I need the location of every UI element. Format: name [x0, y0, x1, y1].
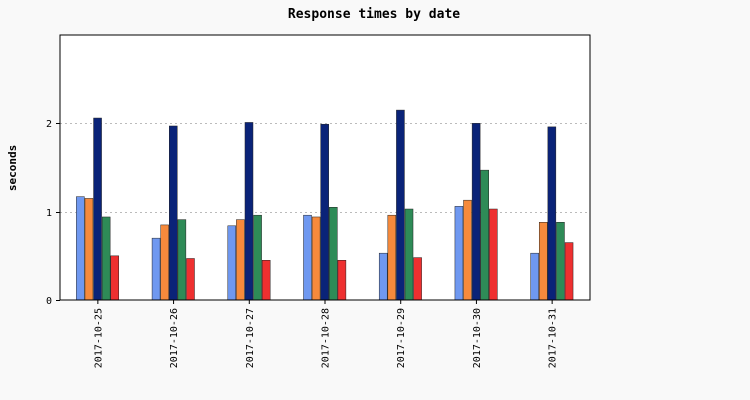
x-tick-label: 2017-10-26: [169, 308, 180, 368]
y-tick-label: 1: [46, 208, 52, 219]
bar: [303, 214, 312, 301]
x-tick-label: 2017-10-28: [321, 308, 332, 368]
bar: [530, 252, 539, 301]
bar: [404, 208, 414, 301]
bar: [311, 216, 321, 301]
bar: [151, 237, 161, 301]
bar: [253, 214, 262, 301]
bar: [489, 208, 498, 301]
bar: [160, 224, 169, 301]
chart-title: Response times by date: [288, 7, 460, 22]
bar: [261, 260, 271, 301]
bar: [538, 222, 548, 301]
bar: [387, 214, 397, 301]
bar: [76, 196, 85, 301]
bar: [564, 242, 574, 301]
bar: [547, 126, 557, 301]
y-axis-label: seconds: [6, 145, 19, 191]
x-tick-label: 2017-10-27: [245, 308, 256, 368]
y-tick-label: 0: [46, 296, 52, 307]
y-ticks: 0 1 2: [46, 119, 60, 307]
y-tick-label: 2: [46, 119, 52, 130]
bar: [329, 207, 338, 301]
bar: [337, 260, 347, 301]
bar: [471, 123, 481, 301]
bar: [556, 222, 565, 301]
x-tick-label: 2017-10-30: [472, 308, 483, 368]
bar: [244, 122, 254, 301]
x-ticks: 2017-10-25 2017-10-26 2017-10-27 2017-10-28…: [93, 300, 559, 368]
bar: [396, 109, 405, 301]
x-tick-label: 2017-10-29: [396, 308, 407, 368]
bar: [101, 216, 111, 301]
bar: [177, 219, 187, 301]
x-tick-label: 2017-10-31: [548, 308, 559, 368]
bar: [186, 258, 195, 301]
bar: [463, 199, 472, 301]
bar: [227, 225, 237, 301]
bar: [110, 255, 120, 301]
bar: [93, 117, 102, 301]
x-tick-label: 2017-10-25: [93, 308, 104, 368]
bar: [169, 125, 178, 301]
bar: [454, 206, 464, 301]
bar: [236, 219, 245, 301]
bars: [76, 109, 574, 301]
bar: [320, 123, 329, 301]
bar: [413, 257, 422, 301]
bar: [84, 198, 94, 301]
bar: [480, 169, 489, 301]
bar: [378, 252, 388, 301]
